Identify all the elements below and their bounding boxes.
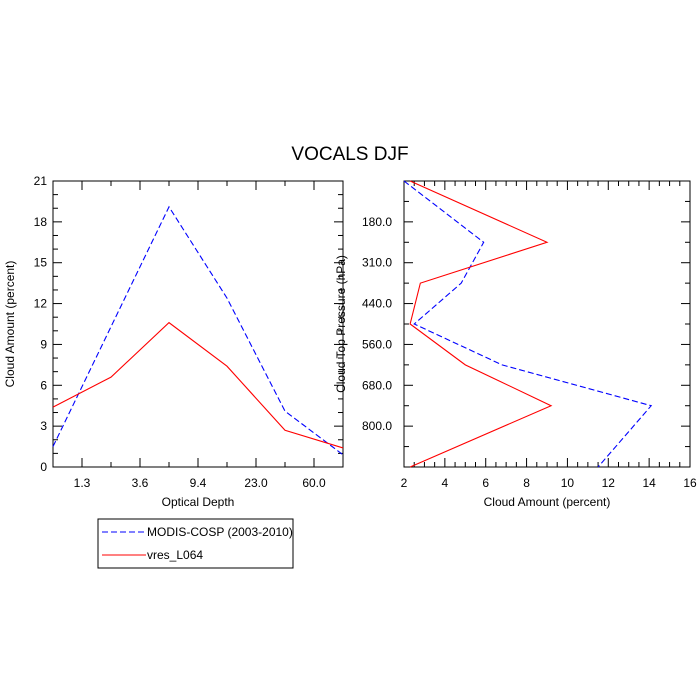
right-x-axis-label: Cloud Amount (percent) <box>484 495 611 509</box>
right-series-line <box>409 180 553 468</box>
left-x-tick-label: 23.0 <box>244 476 268 490</box>
left-y-tick-label: 21 <box>34 174 48 188</box>
right-x-tick-label: 12 <box>602 476 616 490</box>
legend-label-vres: vres_L064 <box>147 548 203 562</box>
right-x-tick-label: 14 <box>642 476 656 490</box>
left-x-tick-label: 60.0 <box>302 476 326 490</box>
left-y-tick-label: 0 <box>40 460 47 474</box>
left-y-tick-label: 6 <box>40 378 47 392</box>
left-plot: 1.3 3.6 9.4 23.0 60.0 0 3 6 9 12 15 18 21 Optical Dep… <box>3 174 344 509</box>
right-x-tick-label: 4 <box>442 476 449 490</box>
left-series-line <box>52 205 344 456</box>
right-y-axis-label: Cloud Top Pressure (hPa) <box>334 255 348 393</box>
chart-title: VOCALS DJF <box>291 144 408 165</box>
left-series-line <box>52 321 344 449</box>
left-y-tick-label: 15 <box>34 256 48 270</box>
left-y-tick-label: 12 <box>34 297 48 311</box>
right-y-tick-label: 310.0 <box>362 256 392 270</box>
legend-label-modis: MODIS-COSP (2003-2010) <box>147 525 293 539</box>
left-x-tick-label: 1.3 <box>74 476 91 490</box>
right-x-tick-label: 6 <box>482 476 489 490</box>
right-y-tick-label: 440.0 <box>362 297 392 311</box>
right-y-tick-label: 560.0 <box>362 337 392 351</box>
legend-box <box>97 518 294 569</box>
right-y-tick-label: 180.0 <box>362 215 392 229</box>
right-x-tick-label: 10 <box>561 476 575 490</box>
right-series-line <box>403 180 653 468</box>
right-x-tick-label: 16 <box>683 476 697 490</box>
legend: MODIS-COSP (2003-2010) vres_L064 <box>97 518 294 569</box>
left-plot-frame <box>52 180 344 468</box>
right-y-tick-label: 800.0 <box>362 419 392 433</box>
left-y-tick-label: 9 <box>40 337 47 351</box>
left-x-tick-label: 9.4 <box>190 476 207 490</box>
right-x-tick-label: 2 <box>401 476 408 490</box>
right-y-tick-label: 680.0 <box>362 378 392 392</box>
left-x-tick-label: 3.6 <box>132 476 149 490</box>
right-x-tick-label: 8 <box>523 476 530 490</box>
right-plot: 2 4 6 8 10 12 14 16 180.0 310.0 440.0 560.0 680.0 800… <box>334 180 697 509</box>
left-y-axis-label: Cloud Amount (percent) <box>3 261 17 388</box>
right-plot-frame <box>403 180 691 468</box>
left-y-tick-label: 18 <box>34 215 48 229</box>
left-y-tick-label: 3 <box>40 419 47 433</box>
left-x-axis-label: Optical Depth <box>162 495 235 509</box>
